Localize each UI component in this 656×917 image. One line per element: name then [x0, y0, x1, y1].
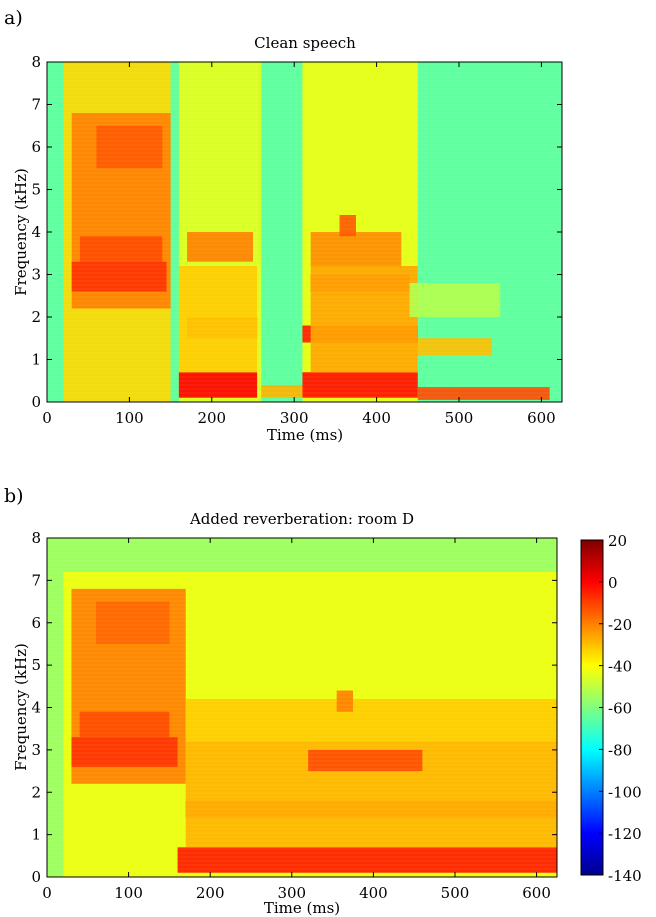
- spectrogram-region: [336, 690, 353, 712]
- y-tick-label: 0: [31, 393, 41, 411]
- y-tick-label: 0: [31, 868, 41, 886]
- y-tick-label: 2: [31, 783, 41, 801]
- panel-a-ticks: 0 100 200 300 400 500 600 0 1 2 3 4 5 6 7 8: [31, 53, 562, 427]
- spectrogram-region: [187, 232, 253, 262]
- x-tick-label: 600: [522, 884, 551, 902]
- y-tick-label: 5: [31, 656, 41, 674]
- colorbar-tick-label: -140: [608, 867, 642, 885]
- x-tick-label: 100: [114, 884, 143, 902]
- spectrogram-region: [302, 372, 418, 398]
- panel-b-y-axis-label: Frequency (kHz): [12, 643, 30, 771]
- spectrogram-region: [185, 699, 557, 742]
- spectrogram-region: [178, 372, 258, 398]
- y-tick-label: 8: [31, 53, 41, 71]
- y-tick-label: 4: [31, 223, 41, 241]
- panel-a: a) Clean speech 0 100 200 300 400 500 600 0 1 2 3 4…: [4, 7, 563, 444]
- y-tick-label: 4: [31, 699, 41, 717]
- spectrogram-region: [417, 387, 550, 400]
- y-tick-label: 7: [31, 571, 41, 589]
- y-tick-label: 3: [31, 741, 41, 759]
- y-tick-label: 7: [31, 96, 41, 114]
- spectrogram-region: [308, 749, 423, 772]
- spectrogram-region: [417, 338, 492, 356]
- colorbar-tick-label: -20: [608, 616, 632, 634]
- spectrogram-region: [96, 125, 163, 169]
- colorbar-tick-label: -60: [608, 700, 632, 718]
- colorbar: 20 0 -20 -40 -60 -80 -100 -120 -140: [580, 532, 642, 885]
- colorbar-ticks: 20 0 -20 -40 -60 -80 -100 -120 -140: [599, 532, 642, 885]
- x-tick-label: 600: [527, 409, 556, 427]
- x-tick-label: 400: [362, 409, 391, 427]
- panel-b-x-axis-label: Time (ms): [264, 899, 340, 917]
- y-tick-label: 8: [31, 529, 41, 547]
- y-tick-label: 1: [31, 826, 41, 844]
- x-tick-label: 300: [280, 409, 309, 427]
- spectrogram-region: [409, 283, 501, 317]
- spectrogram-region: [177, 847, 557, 873]
- panel-a-y-axis-label: Frequency (kHz): [12, 168, 30, 296]
- y-tick-label: 6: [31, 138, 41, 156]
- spectrogram-region: [79, 236, 163, 262]
- x-tick-label: 0: [42, 409, 52, 427]
- x-tick-label: 100: [115, 409, 144, 427]
- spectrogram-region: [310, 232, 402, 266]
- y-tick-label: 6: [31, 614, 41, 632]
- colorbar-tick-label: -40: [608, 658, 632, 676]
- spectrogram-region: [95, 601, 170, 644]
- spectrogram-region: [339, 215, 356, 237]
- spectrogram-region: [310, 266, 418, 373]
- colorbar-tick-label: 20: [608, 532, 627, 550]
- colorbar-tick-label: 0: [608, 574, 618, 592]
- colorbar-tick-label: -120: [608, 825, 642, 843]
- panel-b-letter: b): [4, 485, 24, 507]
- panel-b-spectrogram: [47, 538, 557, 877]
- x-tick-label: 0: [42, 884, 52, 902]
- panel-a-spectrogram: [47, 62, 562, 402]
- panel-a-title: Clean speech: [254, 34, 356, 52]
- panel-b: b) Added reverberation: room D 0 100 200 30…: [4, 485, 558, 917]
- x-tick-label: 500: [445, 409, 474, 427]
- panel-a-letter: a): [4, 7, 23, 29]
- spectrogram-region: [79, 711, 170, 738]
- spectrogram-region: [71, 737, 178, 767]
- y-tick-label: 5: [31, 181, 41, 199]
- spectrogram-region: [178, 266, 258, 373]
- x-tick-label: 400: [359, 884, 388, 902]
- spectrogram-region: [261, 385, 311, 398]
- y-tick-label: 1: [31, 351, 41, 369]
- y-tick-label: 3: [31, 266, 41, 284]
- colorbar-tick-label: -80: [608, 741, 632, 759]
- x-tick-label: 200: [197, 409, 226, 427]
- x-tick-label: 200: [196, 884, 225, 902]
- panel-b-title: Added reverberation: room D: [189, 510, 414, 528]
- y-tick-label: 2: [31, 308, 41, 326]
- spectrogram-region: [71, 261, 167, 292]
- x-tick-label: 300: [277, 884, 306, 902]
- panel-a-x-axis-label: Time (ms): [267, 426, 343, 444]
- colorbar-tick-label: -100: [608, 783, 642, 801]
- x-tick-label: 500: [441, 884, 470, 902]
- panel-b-ticks: 0 100 200 300 400 500 600 0 1 2 3 4 5 6 7 8: [31, 529, 557, 902]
